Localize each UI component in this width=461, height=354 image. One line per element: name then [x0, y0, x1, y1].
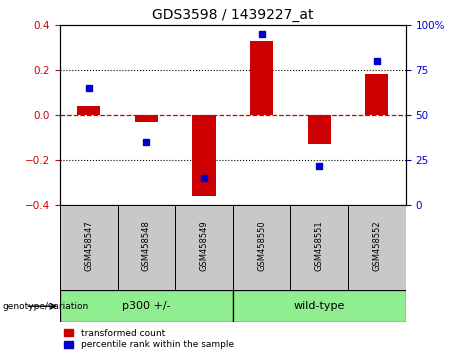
Legend: transformed count, percentile rank within the sample: transformed count, percentile rank withi… — [65, 329, 234, 349]
Bar — [348, 205, 406, 290]
Bar — [193, 115, 216, 196]
Text: genotype/variation: genotype/variation — [2, 302, 89, 311]
Title: GDS3598 / 1439227_at: GDS3598 / 1439227_at — [152, 8, 313, 22]
Bar — [365, 74, 388, 115]
Bar — [60, 290, 233, 322]
Text: GSM458547: GSM458547 — [84, 221, 93, 272]
Text: wild-type: wild-type — [294, 301, 345, 311]
Bar — [250, 41, 273, 115]
Bar — [175, 205, 233, 290]
Text: p300 +/-: p300 +/- — [122, 301, 171, 311]
Bar — [77, 106, 100, 115]
Bar — [60, 205, 118, 290]
Text: GSM458548: GSM458548 — [142, 221, 151, 272]
Bar — [233, 290, 406, 322]
Text: GSM458551: GSM458551 — [315, 221, 324, 272]
Bar — [290, 205, 348, 290]
Bar — [233, 205, 290, 290]
Text: GSM458552: GSM458552 — [372, 221, 381, 272]
Text: GSM458550: GSM458550 — [257, 221, 266, 272]
Text: GSM458549: GSM458549 — [200, 221, 208, 272]
Bar — [308, 115, 331, 144]
Bar — [135, 115, 158, 122]
Bar — [118, 205, 175, 290]
